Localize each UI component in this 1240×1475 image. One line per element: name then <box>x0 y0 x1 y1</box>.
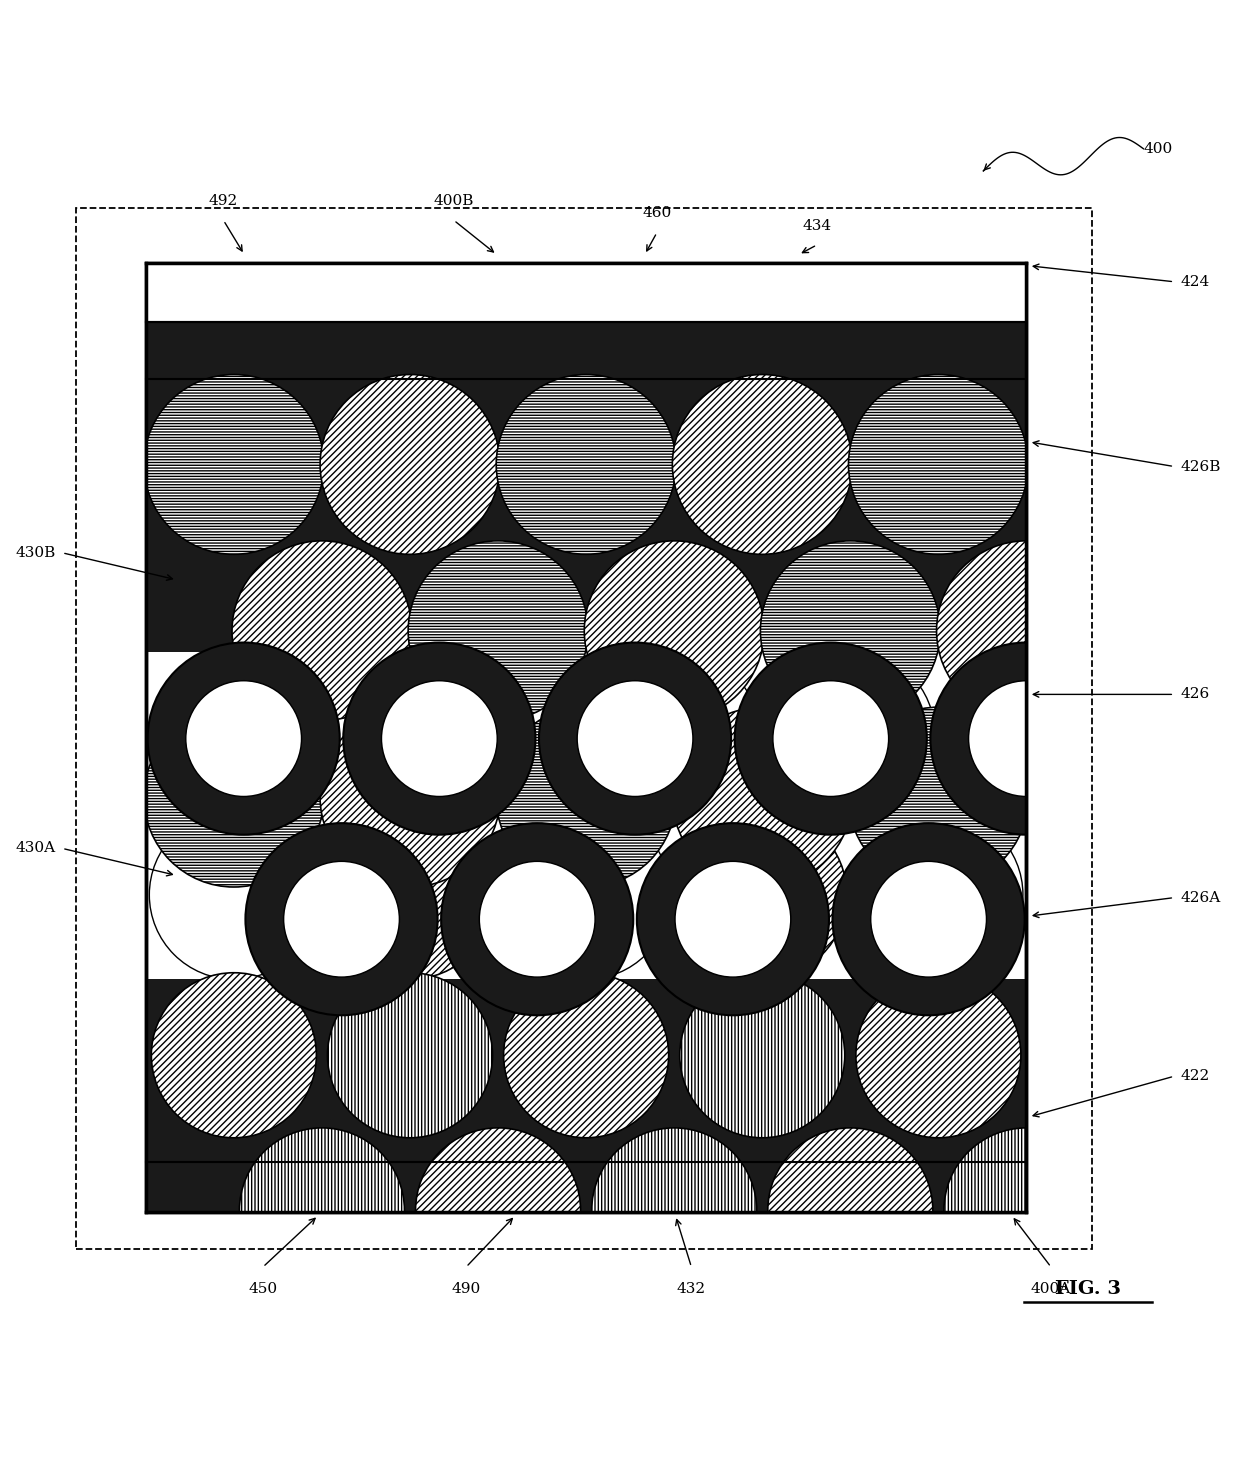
Text: 450: 450 <box>248 1282 278 1297</box>
Circle shape <box>441 823 634 1015</box>
Circle shape <box>678 810 847 979</box>
Circle shape <box>480 861 595 976</box>
Circle shape <box>144 375 324 555</box>
Circle shape <box>591 1128 756 1294</box>
Circle shape <box>672 375 852 555</box>
Text: 434: 434 <box>802 218 832 233</box>
Circle shape <box>870 861 987 976</box>
Circle shape <box>768 1128 932 1294</box>
Circle shape <box>832 823 1024 1015</box>
Text: 490: 490 <box>451 1282 481 1297</box>
Circle shape <box>239 1128 404 1294</box>
Circle shape <box>144 707 324 886</box>
Circle shape <box>382 681 497 797</box>
Bar <box>146 379 1027 652</box>
Circle shape <box>675 861 791 976</box>
Circle shape <box>773 681 889 797</box>
Text: 460: 460 <box>642 207 672 220</box>
Bar <box>146 1162 1027 1211</box>
Text: 400B: 400B <box>434 193 474 208</box>
Circle shape <box>672 707 852 886</box>
Circle shape <box>325 810 495 979</box>
Circle shape <box>848 375 1028 555</box>
Circle shape <box>327 972 492 1137</box>
Circle shape <box>232 541 412 721</box>
Circle shape <box>942 649 1111 819</box>
Text: FIG. 3: FIG. 3 <box>1055 1280 1121 1298</box>
Text: 492: 492 <box>208 193 238 208</box>
Text: 430B: 430B <box>16 546 56 559</box>
Circle shape <box>577 681 693 797</box>
Circle shape <box>968 681 1084 797</box>
Text: 400A: 400A <box>1030 1282 1071 1297</box>
Circle shape <box>930 643 1122 835</box>
Circle shape <box>246 823 438 1015</box>
Circle shape <box>343 643 536 835</box>
Circle shape <box>590 649 759 819</box>
Circle shape <box>944 1128 1109 1294</box>
Circle shape <box>186 681 301 797</box>
Text: 422: 422 <box>1180 1069 1210 1083</box>
Circle shape <box>539 643 732 835</box>
Text: 424: 424 <box>1180 274 1210 289</box>
Circle shape <box>320 375 500 555</box>
Text: 426A: 426A <box>1180 891 1220 904</box>
Text: 430A: 430A <box>16 841 56 855</box>
Circle shape <box>503 972 668 1137</box>
Circle shape <box>502 810 671 979</box>
Circle shape <box>637 823 830 1015</box>
Bar <box>146 264 1027 322</box>
Circle shape <box>584 541 764 721</box>
Circle shape <box>320 707 500 886</box>
Circle shape <box>680 972 844 1137</box>
Text: 426B: 426B <box>1180 460 1221 473</box>
Circle shape <box>149 810 319 979</box>
Circle shape <box>936 541 1116 721</box>
Circle shape <box>413 649 583 819</box>
Circle shape <box>415 1128 580 1294</box>
Circle shape <box>496 375 676 555</box>
Circle shape <box>496 707 676 886</box>
Circle shape <box>856 972 1021 1137</box>
Text: 432: 432 <box>677 1282 706 1297</box>
Circle shape <box>284 861 399 976</box>
Circle shape <box>766 649 935 819</box>
Text: 400: 400 <box>1143 142 1173 156</box>
Bar <box>146 264 1027 1211</box>
Circle shape <box>854 810 1023 979</box>
Bar <box>146 979 1027 1162</box>
Circle shape <box>148 643 340 835</box>
Circle shape <box>237 649 407 819</box>
Circle shape <box>734 643 926 835</box>
Circle shape <box>151 972 316 1137</box>
Text: 426: 426 <box>1180 687 1210 702</box>
Circle shape <box>408 541 588 721</box>
Bar <box>76 208 1091 1249</box>
Bar <box>146 322 1027 379</box>
Circle shape <box>848 707 1028 886</box>
Circle shape <box>760 541 940 721</box>
